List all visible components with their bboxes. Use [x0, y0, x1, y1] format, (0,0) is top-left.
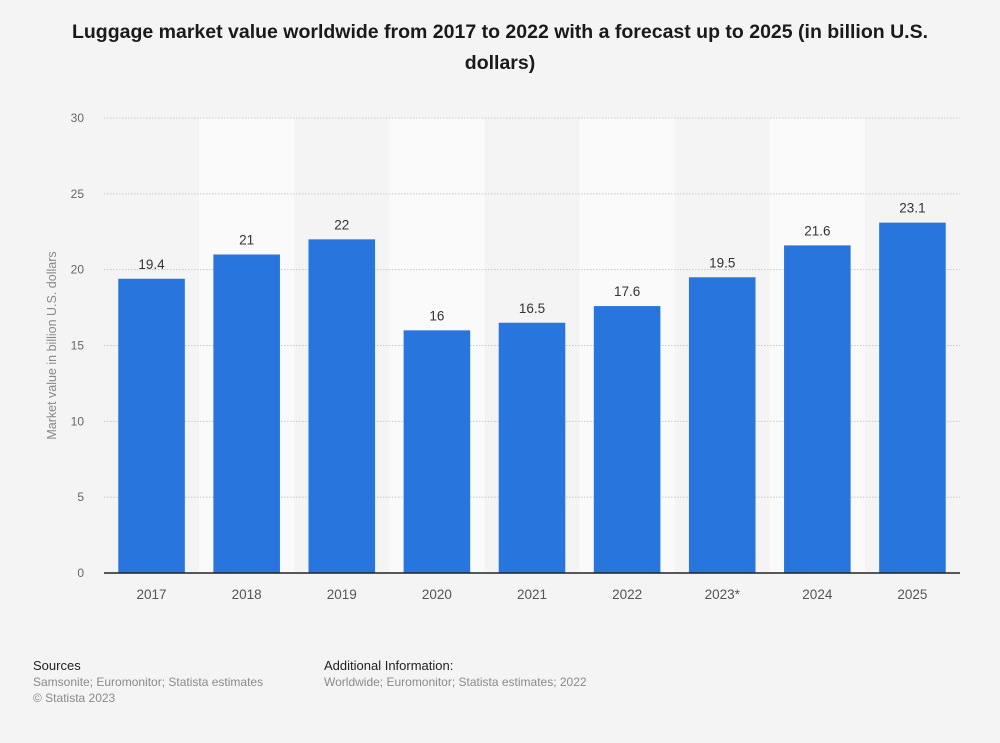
x-tick-label: 2019: [327, 587, 357, 602]
x-tick-label: 2024: [802, 587, 833, 602]
x-tick-label: 2023*: [705, 587, 741, 602]
data-label: 16: [429, 308, 444, 323]
chart-title: Luggage market value worldwide from 2017…: [71, 21, 929, 74]
y-tick-label: 30: [71, 111, 85, 125]
x-tick-label: 2020: [422, 587, 452, 602]
y-axis-label: Market value in billion U.S. dollars: [45, 251, 59, 439]
x-tick-label: 2025: [897, 587, 927, 602]
bar[interactable]: [118, 278, 185, 573]
data-label: 23.1: [899, 201, 925, 216]
sources-block: Sources Samsonite; Euromonitor; Statista…: [33, 658, 263, 706]
x-tick-label: 2021: [517, 587, 547, 602]
y-tick-label: 0: [77, 566, 84, 580]
bar[interactable]: [498, 322, 566, 573]
additional-info-text: Worldwide; Euromonitor; Statista estimat…: [324, 675, 587, 689]
y-tick-label: 15: [71, 339, 85, 353]
sources-heading: Sources: [33, 658, 81, 673]
data-label: 19.5: [709, 255, 735, 270]
data-label: 16.5: [519, 301, 545, 316]
value-labels: 19.4 21 22 16 16.5 17.6 19.5 21.6 23.1: [138, 201, 925, 324]
data-label: 21: [239, 233, 254, 248]
y-tick-label: 20: [71, 263, 85, 277]
y-axis-ticks: 0 5 10 15 20 25 30: [71, 111, 85, 580]
x-tick-label: 2022: [612, 587, 642, 602]
bar[interactable]: [593, 306, 661, 573]
sources-text[interactable]: Samsonite; Euromonitor; Statista estimat…: [33, 675, 264, 689]
data-label: 17.6: [614, 284, 640, 299]
copyright-text: © Statista 2023: [33, 691, 116, 705]
bar[interactable]: [688, 277, 756, 573]
bar[interactable]: [308, 239, 376, 574]
data-label: 22: [334, 217, 349, 232]
data-label: 21.6: [804, 223, 830, 238]
y-tick-label: 25: [71, 187, 85, 201]
data-label: 19.4: [138, 257, 165, 272]
x-axis-ticks: 2017 2018 2019 2020 2021 2022 2023* 2024 2025: [137, 587, 928, 602]
bar[interactable]: [879, 222, 946, 573]
x-tick-label: 2017: [137, 587, 167, 602]
bar[interactable]: [403, 330, 471, 573]
additional-info-block: Additional Information: Worldwide; Eurom…: [324, 658, 587, 690]
y-tick-label: 5: [77, 490, 84, 504]
x-tick-label: 2018: [232, 587, 262, 602]
bar[interactable]: [784, 245, 851, 573]
bar[interactable]: [213, 254, 280, 574]
additional-info-heading: Additional Information:: [324, 658, 454, 673]
y-tick-label: 10: [71, 414, 85, 428]
bars: [118, 222, 946, 574]
